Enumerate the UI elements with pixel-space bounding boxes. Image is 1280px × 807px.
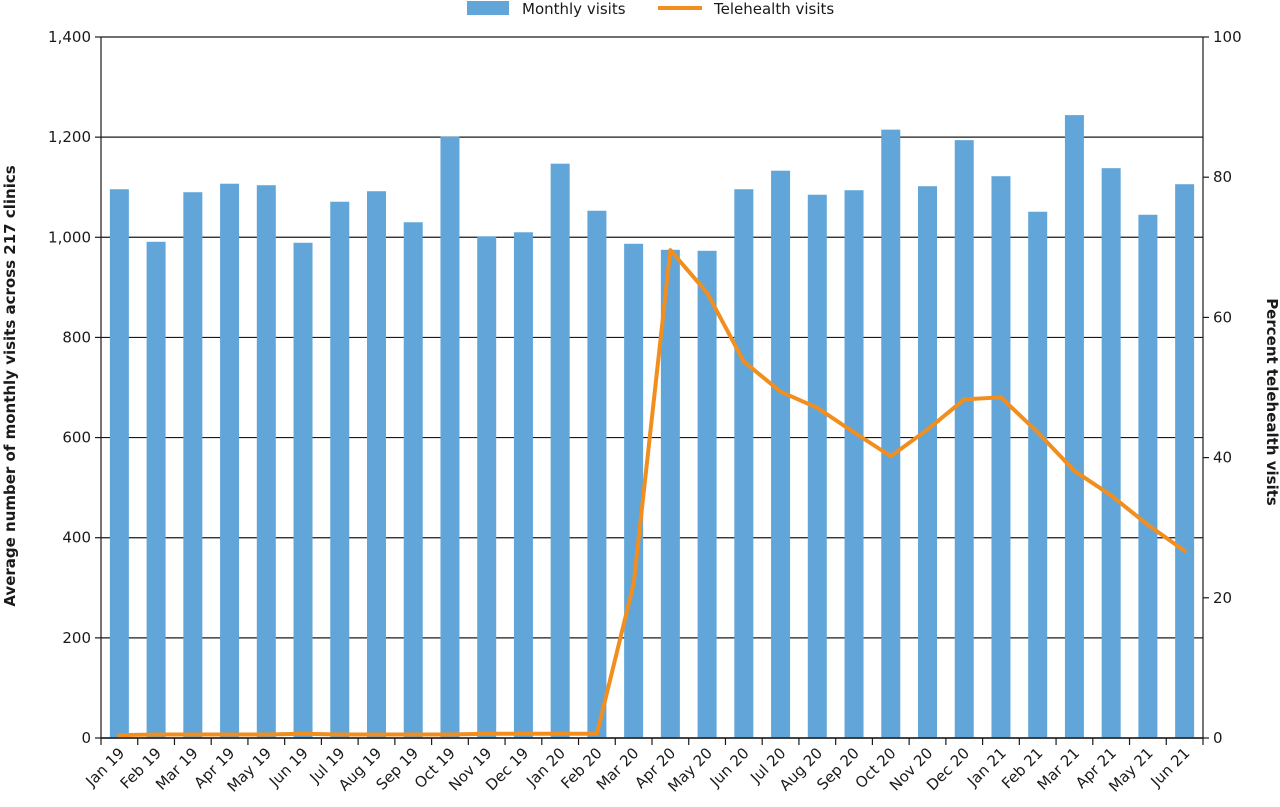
gridlines xyxy=(101,36,1203,739)
y-left-tick-label: 1,000 xyxy=(48,228,91,246)
bar-jul-19 xyxy=(330,201,350,739)
bar-jan-21 xyxy=(991,176,1011,738)
x-tick-label: Jun 21 xyxy=(1147,744,1194,791)
bar-dec-20 xyxy=(954,140,974,738)
legend-label-line: Telehealth visits xyxy=(713,0,834,18)
bar-sep-20 xyxy=(844,190,864,738)
bar-apr-21 xyxy=(1101,168,1121,739)
bar-aug-20 xyxy=(807,194,827,739)
bar-mar-20 xyxy=(624,243,644,739)
bar-jan-19 xyxy=(109,189,129,738)
bar-jun-20 xyxy=(734,189,754,738)
bar-apr-20 xyxy=(660,249,680,738)
y-right-tick-label: 20 xyxy=(1213,589,1232,607)
bar-dec-19 xyxy=(513,232,533,738)
x-tick-label: Jun 19 xyxy=(265,744,312,791)
bar-feb-19 xyxy=(146,241,166,738)
bar-apr-19 xyxy=(220,183,240,738)
bar-may-19 xyxy=(256,185,276,738)
y-left-tick-label: 0 xyxy=(81,729,91,747)
bar-oct-20 xyxy=(881,129,901,738)
right-axis: 0 20 40 60 80 100 xyxy=(1203,28,1242,747)
bar-jul-20 xyxy=(771,170,791,738)
bar-feb-20 xyxy=(587,210,607,738)
bar-mar-21 xyxy=(1064,115,1084,738)
y-right-tick-label: 60 xyxy=(1213,308,1232,326)
bar-may-20 xyxy=(697,250,717,738)
bar-jan-20 xyxy=(550,163,570,738)
bar-oct-19 xyxy=(440,136,460,738)
telehealth-line xyxy=(117,248,1187,738)
bar-mar-19 xyxy=(183,192,203,738)
y-left-tick-label: 400 xyxy=(62,529,91,547)
bar-aug-19 xyxy=(367,191,386,739)
y-axis-left-title: Average number of monthly visits across … xyxy=(1,165,19,606)
legend: Monthly visits Telehealth visits xyxy=(467,0,834,18)
legend-label-bars: Monthly visits xyxy=(522,0,626,18)
y-left-tick-label: 800 xyxy=(62,328,91,346)
line-series xyxy=(117,248,1187,738)
y-left-tick-label: 1,200 xyxy=(48,128,91,146)
y-right-tick-label: 100 xyxy=(1213,28,1242,46)
x-tick-label: Jun 20 xyxy=(706,744,753,791)
bar-jun-21 xyxy=(1175,184,1195,738)
y-right-tick-label: 40 xyxy=(1213,449,1232,467)
y-left-tick-label: 1,400 xyxy=(48,28,91,46)
left-axis: 0 200 400 600 800 1,000 1,200 1,400 xyxy=(48,28,101,747)
y-axis-right-title: Percent telehealth visits xyxy=(1263,298,1280,506)
bar-nov-20 xyxy=(918,186,937,738)
bar-jun-19 xyxy=(293,242,313,738)
bar-sep-19 xyxy=(403,222,423,738)
bar-nov-19 xyxy=(477,236,497,738)
bar-series xyxy=(109,115,1195,739)
y-left-tick-label: 200 xyxy=(62,629,91,647)
bar-feb-21 xyxy=(1028,211,1048,739)
bar-may-21 xyxy=(1138,214,1158,739)
legend-swatch-bars xyxy=(467,1,509,15)
y-left-tick-label: 600 xyxy=(62,429,91,447)
y-right-tick-label: 0 xyxy=(1213,729,1223,747)
y-right-tick-label: 80 xyxy=(1213,168,1232,186)
